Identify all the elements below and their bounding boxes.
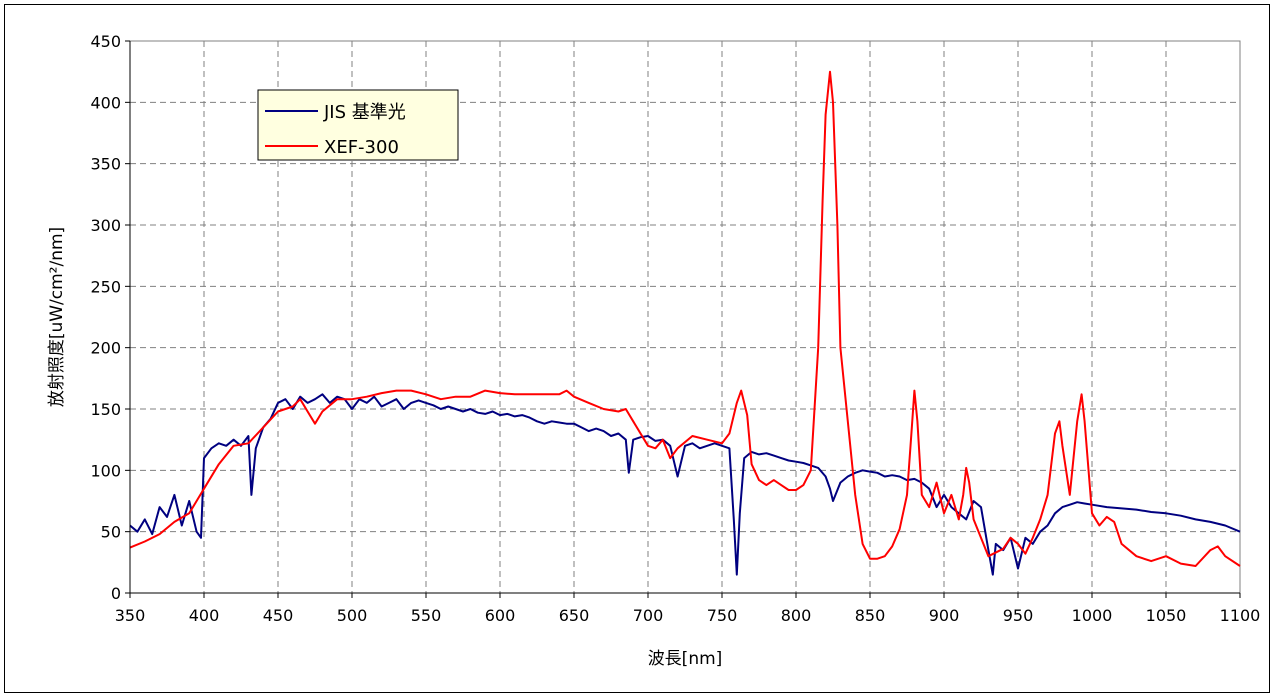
y-tick-label: 50	[101, 523, 121, 542]
x-tick-label: 900	[929, 606, 960, 625]
y-tick-labels: 0 50 100 150 200 250 300 350 400 450	[90, 32, 130, 603]
y-tick-label: 0	[111, 584, 121, 603]
series-layer	[129, 70, 1241, 576]
x-tick-label: 950	[1003, 606, 1034, 625]
legend-label-jis: JIS 基準光	[323, 102, 406, 123]
x-tick-label: 1050	[1146, 606, 1187, 625]
x-tick-label: 400	[189, 606, 220, 625]
x-tick-label: 600	[485, 606, 516, 625]
y-tick-label: 450	[90, 32, 121, 51]
y-axis-title: 放射照度[uW/cm²/nm]	[47, 227, 67, 407]
x-tick-label: 450	[263, 606, 294, 625]
y-tick-label: 250	[90, 277, 121, 296]
y-tick-label: 300	[90, 216, 121, 235]
series-line-xef300	[129, 70, 1241, 567]
x-tick-label: 700	[633, 606, 664, 625]
x-tick-label: 800	[781, 606, 812, 625]
chart-frame	[4, 4, 1270, 693]
legend-label-xef300: XEF-300	[324, 137, 399, 158]
grid-lines	[130, 41, 1240, 593]
y-tick-label: 100	[90, 461, 121, 480]
x-tick-label: 1100	[1220, 606, 1261, 625]
x-tick-label: 350	[115, 606, 146, 625]
legend: JIS 基準光 XEF-300	[257, 89, 459, 161]
y-tick-label: 200	[90, 339, 121, 358]
x-tick-label: 500	[337, 606, 368, 625]
legend-box	[257, 89, 459, 161]
x-tick-label: 550	[411, 606, 442, 625]
series-line-jis	[129, 393, 1241, 576]
y-tick-label: 400	[90, 93, 121, 112]
x-tick-label: 850	[855, 606, 886, 625]
x-tick-label: 1000	[1072, 606, 1113, 625]
y-tick-label: 150	[90, 400, 121, 419]
x-tick-label: 750	[707, 606, 738, 625]
y-tick-label: 350	[90, 155, 121, 174]
x-tick-label: 650	[559, 606, 590, 625]
x-tick-labels: 350 400 450 500 550 600 650 700 750 800 850 900 950 1…	[115, 593, 1261, 625]
axes	[129, 41, 1240, 594]
x-axis-title: 波長[nm]	[648, 649, 723, 669]
